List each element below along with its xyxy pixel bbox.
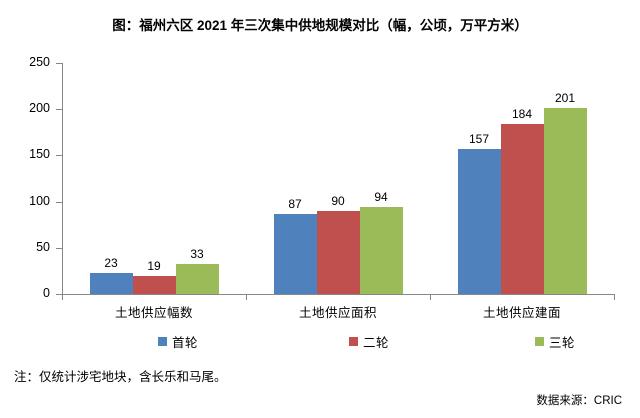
- legend-swatch-icon: [158, 336, 167, 346]
- chart-title: 图：福州六区 2021 年三次集中供地规模对比（幅，公顷，万平方米）: [112, 18, 528, 33]
- y-axis-tick: [56, 247, 62, 249]
- chart-source: 数据来源：CRIC: [536, 395, 622, 407]
- bar: [500, 123, 544, 294]
- bar: [132, 276, 176, 294]
- x-axis-tick: [614, 294, 615, 300]
- y-axis-tick-label: 0: [43, 286, 50, 300]
- y-axis-tick: [56, 155, 62, 157]
- category-label: 土地供应建面: [482, 306, 561, 320]
- bar-value-label: 87: [288, 196, 302, 211]
- bar: [89, 272, 133, 294]
- y-axis-tick: [56, 294, 62, 295]
- x-axis-line: [62, 294, 614, 295]
- legend-label: 三轮: [549, 335, 576, 350]
- bar: [316, 210, 360, 294]
- legend-label: 二轮: [363, 335, 390, 350]
- bar-value-label: 157: [468, 131, 490, 146]
- x-axis-tick: [62, 294, 63, 300]
- chart-legend: 首轮 二轮 三轮: [62, 332, 614, 352]
- legend-item[interactable]: 二轮: [349, 332, 389, 350]
- category-label: 土地供应幅数: [114, 306, 193, 320]
- bar-value-label: 90: [331, 193, 345, 208]
- legend-label: 首轮: [172, 335, 199, 350]
- bar: [359, 207, 403, 294]
- bar-value-label: 23: [104, 255, 118, 270]
- legend-swatch-icon: [349, 336, 358, 346]
- bar-value-label: 201: [554, 91, 576, 106]
- y-axis-tick-label: 100: [29, 193, 50, 208]
- y-axis-tick-label: 250: [29, 55, 50, 69]
- legend-swatch-icon: [535, 336, 544, 346]
- chart-note: 注：仅统计涉宅地块，含长乐和马尾。: [14, 370, 227, 384]
- x-axis-tick: [246, 294, 247, 300]
- bar: [457, 148, 501, 294]
- y-axis-tick: [56, 201, 62, 203]
- legend-item[interactable]: 三轮: [535, 332, 575, 350]
- bar-value-label: 19: [147, 259, 161, 274]
- y-axis-tick-label: 200: [29, 101, 50, 116]
- y-axis-tick-label: 150: [29, 147, 50, 162]
- bar-value-label: 33: [190, 246, 204, 261]
- legend-item[interactable]: 首轮: [158, 332, 198, 350]
- y-axis-tick-label: 50: [36, 239, 50, 254]
- category-label: 土地供应面积: [298, 306, 377, 320]
- y-axis-tick: [56, 63, 62, 64]
- y-axis-tick: [56, 109, 62, 111]
- bar-value-label: 94: [374, 190, 388, 205]
- bar: [543, 108, 587, 294]
- plot-area: [62, 63, 614, 294]
- bar: [273, 213, 317, 294]
- x-axis-tick: [430, 294, 431, 300]
- y-axis-line: [62, 63, 63, 295]
- bar: [175, 263, 219, 294]
- bar-value-label: 184: [511, 106, 533, 121]
